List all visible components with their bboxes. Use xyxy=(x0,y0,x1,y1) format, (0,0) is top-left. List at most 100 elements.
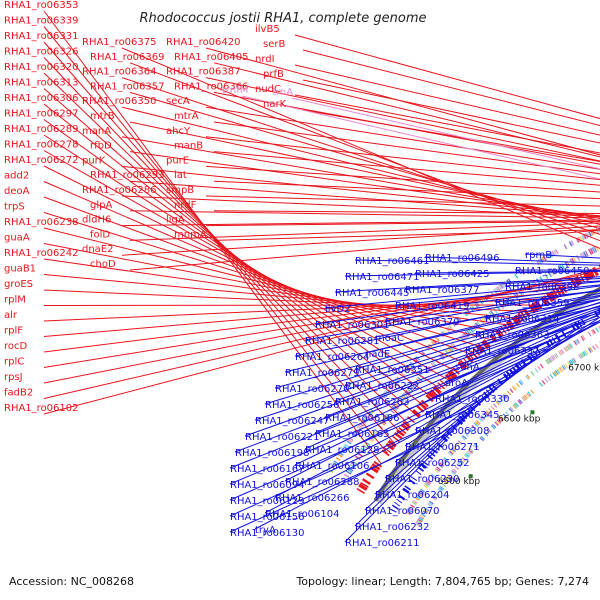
forward-leader-line xyxy=(43,196,476,357)
forward-gene xyxy=(373,460,383,468)
reverse-gene-label: RHA1_ro06198 xyxy=(235,448,310,459)
forward-gene-label: ligA xyxy=(166,215,185,226)
cog-block xyxy=(434,492,440,497)
forward-leader-line xyxy=(43,269,600,399)
forward-leader-line xyxy=(129,222,600,241)
cog-block xyxy=(430,340,436,346)
cog-block xyxy=(509,406,515,412)
reverse-gene xyxy=(398,494,406,500)
forward-gene-label: rplF xyxy=(4,326,23,337)
reverse-gene-label: RHA1_ro06167 xyxy=(230,464,305,475)
reverse-gene-label: RHA1_ro06370 xyxy=(385,317,460,328)
cog-block xyxy=(436,466,441,471)
cog-block xyxy=(409,504,415,509)
cog-block xyxy=(364,441,371,446)
cog-block xyxy=(440,353,446,359)
forward-gene-label: RHA1_ro06293 xyxy=(90,170,165,181)
cog-block xyxy=(458,336,464,342)
cog-block xyxy=(480,298,485,303)
forward-leader-line xyxy=(121,47,600,249)
forward-gene-label: nrdF xyxy=(174,200,197,211)
cog-block xyxy=(419,490,425,494)
reverse-leader-line xyxy=(404,277,600,290)
cog-block xyxy=(532,280,538,287)
cog-block xyxy=(588,248,593,255)
forward-leader-line xyxy=(129,210,600,219)
cog-block xyxy=(473,422,479,427)
reverse-gene xyxy=(551,336,557,344)
reverse-gene-label: RHA1_ro06130 xyxy=(230,528,305,539)
cog-block xyxy=(414,497,420,501)
cog-block xyxy=(582,234,587,240)
cog-block xyxy=(574,339,579,345)
cog-block xyxy=(518,398,523,404)
reverse-leader-line xyxy=(384,290,600,322)
cog-block xyxy=(427,503,433,508)
forward-gene-label: RHA1_ro06331 xyxy=(4,31,79,42)
cog-block xyxy=(401,393,408,400)
reverse-gene-label: RHA1_ro06211 xyxy=(345,538,420,549)
forward-leader-line xyxy=(205,136,600,181)
cog-block xyxy=(439,462,445,467)
cog-block xyxy=(429,500,434,505)
reverse-gene-label: RHA1_ro06186 xyxy=(325,413,400,424)
reverse-leader-line xyxy=(264,301,600,405)
forward-gene-label: lat xyxy=(174,170,187,181)
reverse-leader-line xyxy=(294,327,577,466)
forward-leader-line xyxy=(43,291,563,337)
cog-block xyxy=(595,327,599,333)
reverse-gene-label: nadE xyxy=(365,349,390,360)
cog-block xyxy=(412,499,418,504)
reverse-leader-line xyxy=(504,280,600,287)
forward-leader-line xyxy=(129,151,600,218)
genome-summary: Topology: linear; Length: 7,804,765 bp; … xyxy=(295,575,589,588)
cog-block xyxy=(364,414,370,419)
cog-block xyxy=(538,382,544,387)
cog-block xyxy=(335,457,341,461)
cog-block xyxy=(552,354,557,360)
forward-gene-label: RHA1_ro06420 xyxy=(166,37,241,48)
cog-block xyxy=(496,305,501,312)
cog-block xyxy=(513,403,518,408)
cog-block xyxy=(467,450,472,455)
cog-block xyxy=(526,374,531,379)
cog-block xyxy=(501,282,506,288)
reverse-gene xyxy=(548,338,554,346)
cog-block xyxy=(444,479,450,483)
cog-block xyxy=(337,453,343,458)
forward-leader-line xyxy=(129,121,600,222)
cog-block xyxy=(556,369,561,374)
cog-block xyxy=(466,451,471,457)
forward-gene xyxy=(418,401,428,410)
forward-leader-line xyxy=(43,258,513,327)
forward-gene xyxy=(391,435,400,443)
cog-block xyxy=(373,428,380,434)
cog-block xyxy=(485,410,491,415)
forward-leader-line xyxy=(213,229,600,241)
cog-block xyxy=(418,491,424,496)
forward-gene xyxy=(356,487,365,494)
cog-block xyxy=(406,509,412,514)
forward-leader-line xyxy=(43,212,485,349)
forward-gene-label: narK xyxy=(263,99,287,110)
cog-block xyxy=(332,462,338,467)
rna-leader-line xyxy=(241,95,600,180)
cog-block xyxy=(346,440,352,445)
cog-block xyxy=(403,369,408,374)
cog-block xyxy=(430,474,435,479)
cog-block xyxy=(506,390,512,396)
reverse-gene-label: RHA1_ro06070 xyxy=(365,506,440,517)
cog-block xyxy=(461,436,466,441)
reverse-gene xyxy=(404,485,411,491)
cog-block xyxy=(519,379,524,385)
cog-block xyxy=(419,516,425,520)
cog-block xyxy=(347,466,354,472)
forward-gene-label: ilvB5 xyxy=(255,24,280,35)
cog-block xyxy=(539,276,544,283)
cog-block xyxy=(417,492,423,497)
reverse-leader-line xyxy=(324,281,600,309)
cog-block xyxy=(359,422,364,427)
cog-block xyxy=(507,278,512,284)
cog-block xyxy=(440,461,446,466)
reverse-leader-line xyxy=(314,285,600,325)
